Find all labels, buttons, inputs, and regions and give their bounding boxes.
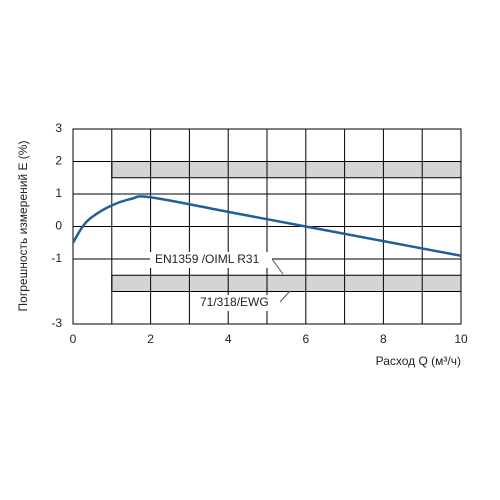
y-tick-label: 2 — [55, 154, 62, 168]
x-tick-label: 8 — [380, 332, 387, 346]
leader-line — [279, 290, 291, 303]
annotation: 71/318/EWG — [200, 295, 269, 309]
y-tick-label: -1 — [51, 251, 62, 265]
y-tick-label: 1 — [55, 186, 62, 200]
y-tick-label: 0 — [55, 219, 62, 233]
tolerance-band — [111, 161, 462, 179]
annotation-backdrop — [196, 295, 278, 311]
x-tick-label: 6 — [302, 332, 309, 346]
x-tick-label: 4 — [225, 332, 232, 346]
error-curve — [71, 195, 462, 257]
y-tick-label: 3 — [55, 121, 62, 135]
x-tick-label: 10 — [454, 332, 468, 346]
tolerance-band — [111, 274, 462, 292]
y-axis-label: Погрешность измерений Е (%) — [16, 141, 30, 312]
leader-line — [271, 258, 284, 275]
annotation-backdrop — [150, 252, 272, 268]
x-tick-label: 2 — [147, 332, 154, 346]
annotation: EN1359 /OIML R31 — [155, 252, 260, 266]
y-tick-label: -3 — [51, 316, 62, 330]
x-axis-label: Расход Q (м³/ч) — [376, 354, 461, 368]
plot-frame — [72, 128, 462, 325]
x-tick-label: 0 — [70, 332, 77, 346]
